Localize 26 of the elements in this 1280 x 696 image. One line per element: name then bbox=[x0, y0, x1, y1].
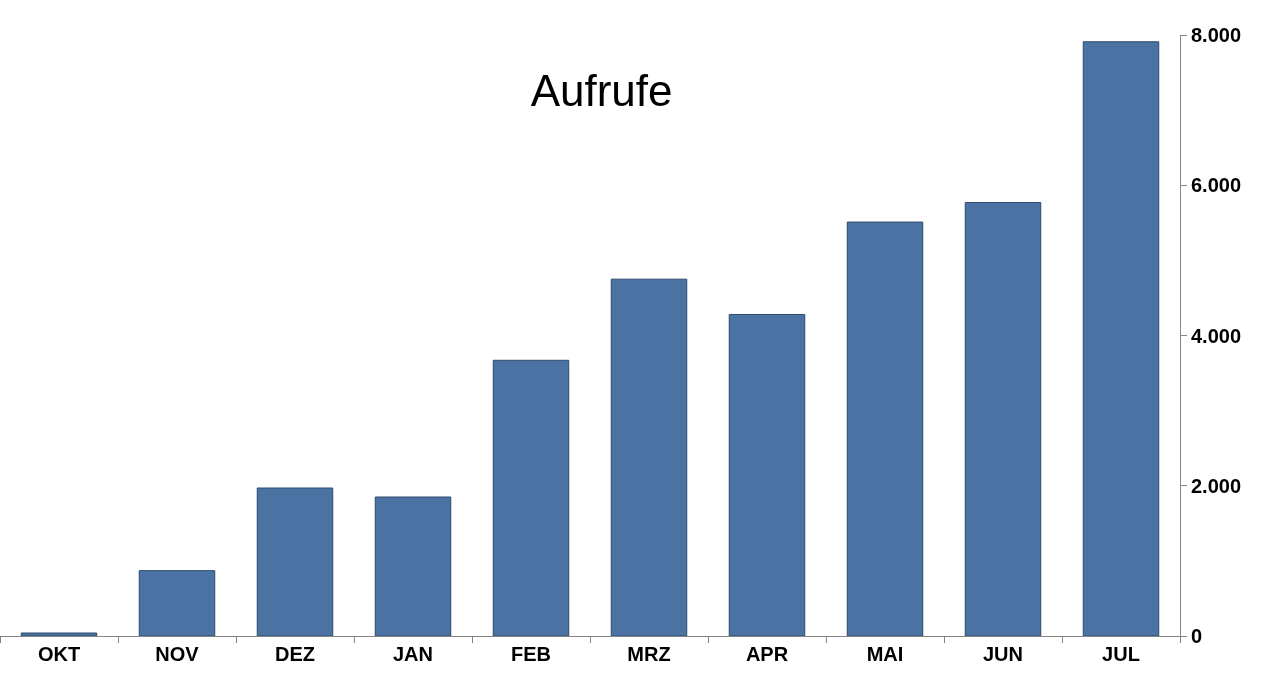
bar bbox=[610, 278, 688, 636]
bar bbox=[20, 632, 98, 636]
y-tick-label: 2.000 bbox=[1191, 474, 1242, 497]
y-tick-label: 4.000 bbox=[1191, 324, 1242, 347]
bar bbox=[374, 496, 452, 636]
bar bbox=[728, 313, 806, 636]
x-tick-label: JAN bbox=[392, 643, 434, 665]
x-tick-label: OKT bbox=[37, 643, 81, 665]
bar bbox=[846, 221, 924, 636]
bar bbox=[492, 359, 570, 636]
y-tick-label: 8.000 bbox=[1191, 24, 1242, 46]
x-tick-label: MRZ bbox=[627, 643, 671, 665]
x-tick-label: NOV bbox=[155, 643, 200, 665]
x-tick-label: JUL bbox=[1102, 643, 1140, 665]
x-tick-label: JUN bbox=[982, 643, 1024, 665]
y-tick-label: 0 bbox=[1191, 625, 1203, 647]
x-tick-label: DEZ bbox=[275, 643, 315, 665]
text: Aufrufe bbox=[530, 65, 673, 115]
x-tick-label: MAI bbox=[866, 643, 904, 665]
bar bbox=[256, 487, 334, 636]
bar bbox=[964, 202, 1042, 636]
bar bbox=[138, 570, 216, 636]
bar bbox=[1082, 41, 1160, 636]
x-tick-label: FEB bbox=[511, 643, 551, 665]
x-tick-label: APR bbox=[745, 643, 789, 665]
y-tick-label: 6.000 bbox=[1191, 174, 1242, 197]
